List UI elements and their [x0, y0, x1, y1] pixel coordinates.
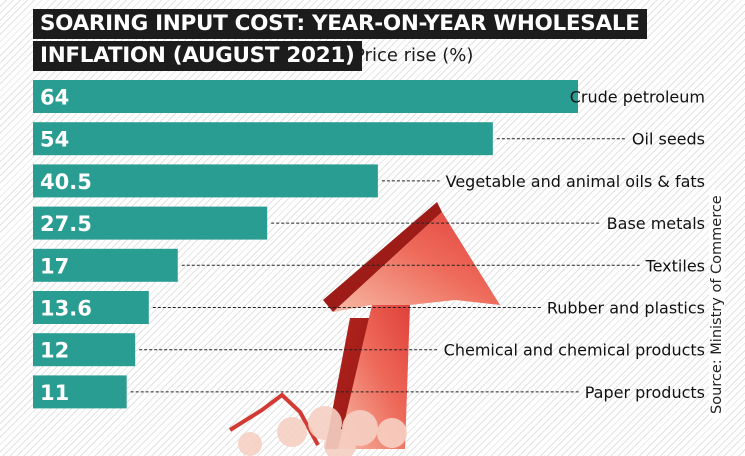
bar	[33, 122, 493, 156]
bar-group: 11 Paper products	[33, 375, 705, 409]
bar-value-label: 64	[40, 86, 69, 110]
source-note: Source: Ministry of Commerce	[709, 190, 725, 418]
chart-title-line-2: INFLATION (AUGUST 2021)	[33, 41, 362, 71]
bar-group: 40.5 Vegetable and animal oils & fats	[33, 164, 705, 198]
category-label: Chemical and chemical products	[444, 341, 705, 360]
category-label: Rubber and plastics	[547, 299, 705, 318]
chart-title-line-1: SOARING INPUT COST: YEAR-ON-YEAR WHOLESA…	[33, 9, 647, 39]
bar-value-label: 12	[40, 339, 69, 363]
category-label: Vegetable and animal oils & fats	[446, 172, 705, 191]
bar	[33, 80, 578, 113]
category-label: Textiles	[645, 256, 705, 275]
bar-group: 13.6 Rubber and plastics	[33, 291, 705, 324]
bar	[33, 291, 149, 324]
bar	[33, 375, 127, 409]
bar-group: 64 Crude petroleum	[33, 80, 705, 113]
bar	[33, 164, 378, 198]
bar	[33, 248, 178, 282]
bar-value-label: 17	[40, 254, 69, 278]
bar	[33, 206, 268, 240]
bar	[33, 333, 136, 367]
bar-value-label: 54	[40, 128, 69, 152]
rising-arrow-icon	[228, 202, 500, 456]
chart-subtitle: Price rise (%)	[354, 45, 474, 66]
bar-value-label: 40.5	[40, 170, 92, 194]
category-label: Base metals	[607, 214, 705, 233]
bar-value-label: 13.6	[40, 297, 92, 321]
category-label: Oil seeds	[632, 130, 705, 149]
bar-value-label: 11	[40, 381, 69, 405]
bar-group: 54 Oil seeds	[33, 122, 705, 156]
category-label: Paper products	[585, 383, 705, 402]
bar-group: 27.5 Base metals	[33, 206, 705, 240]
bar-group: 12 Chemical and chemical products	[33, 333, 705, 367]
bar-group: 17 Textiles	[33, 248, 705, 282]
bar-value-label: 27.5	[40, 212, 92, 236]
category-label: Crude petroleum	[570, 88, 705, 107]
